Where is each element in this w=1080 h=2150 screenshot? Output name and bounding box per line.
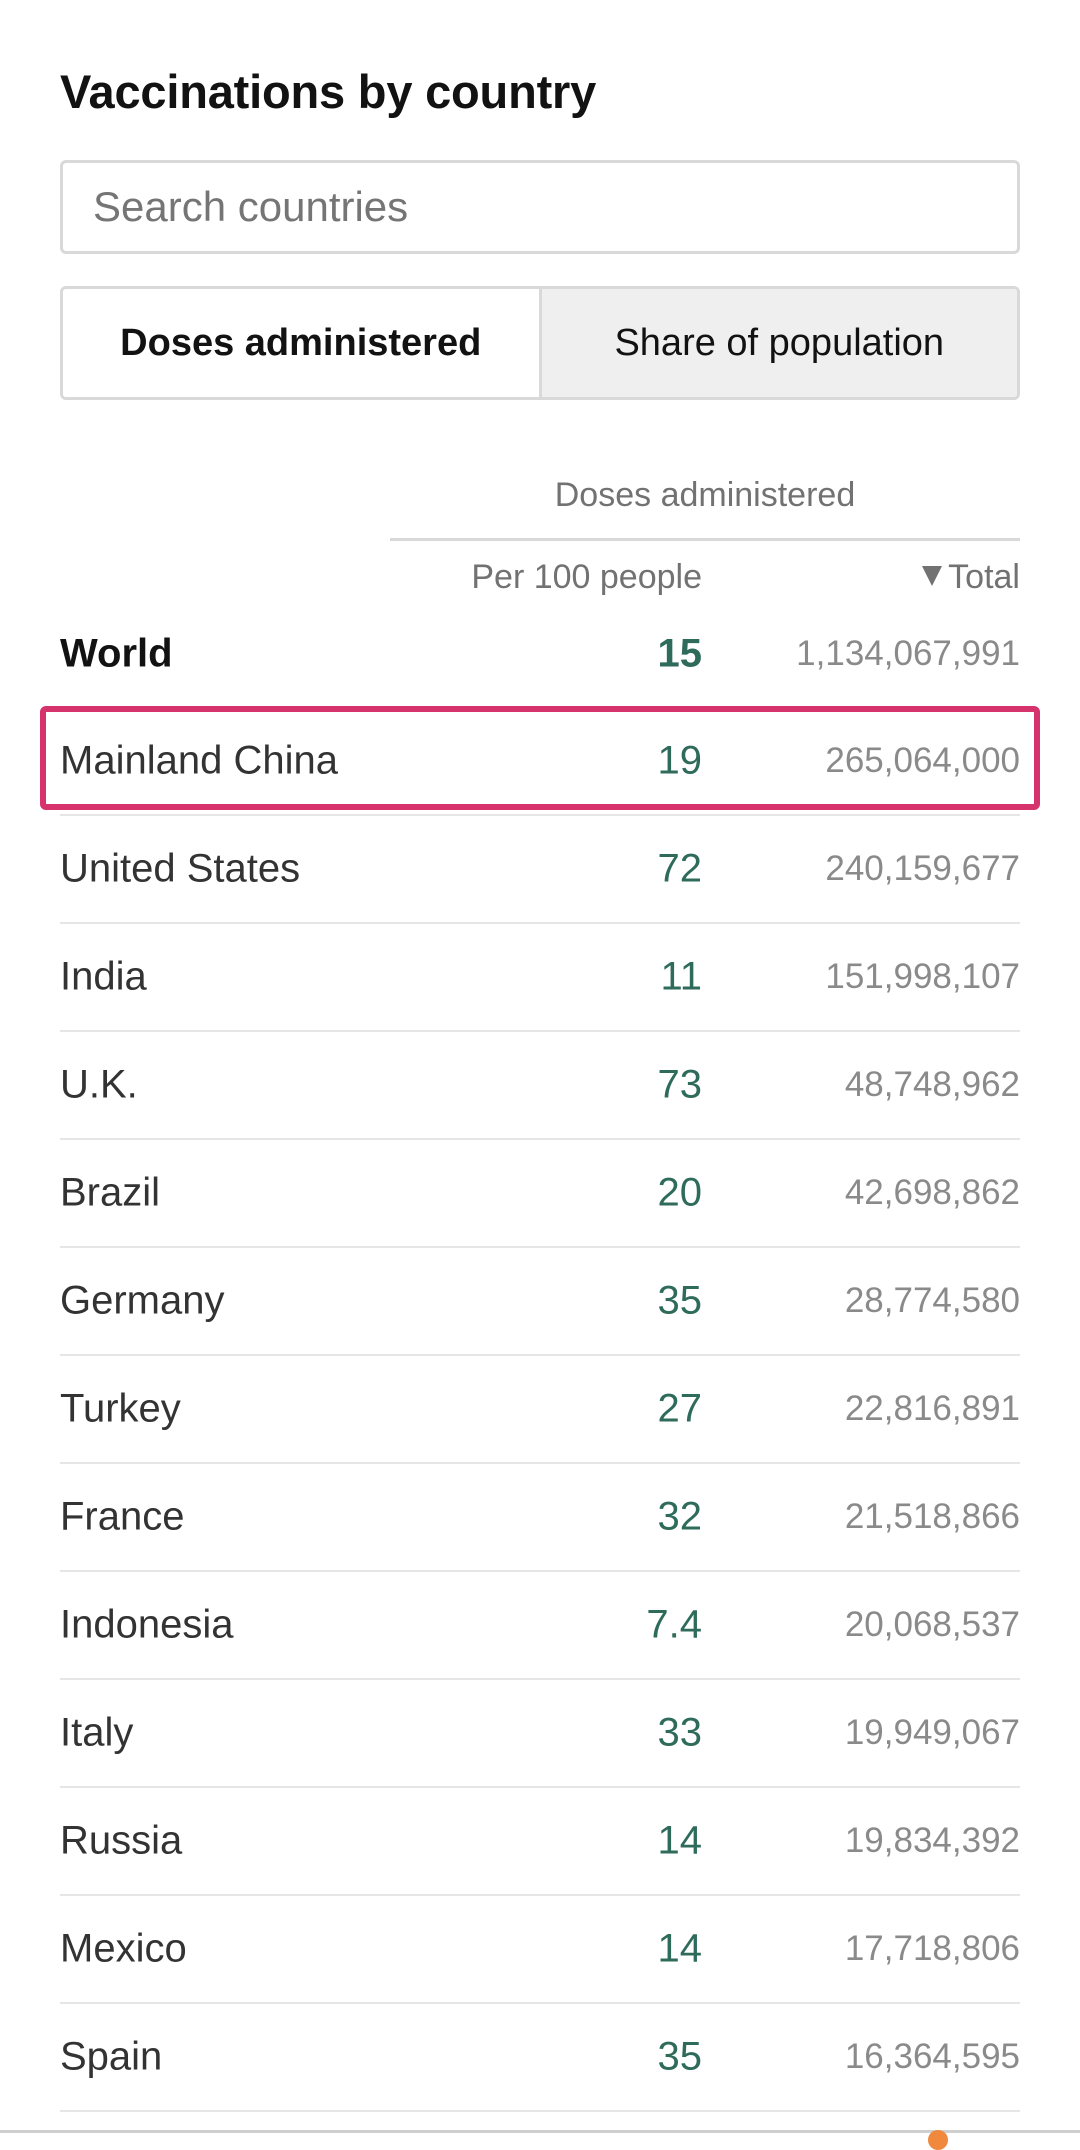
per100-value: 19	[657, 738, 703, 783]
per100-value: 7.4	[646, 1602, 702, 1647]
total-value: 42,698,862	[844, 1173, 1020, 1212]
country-name: Russia	[60, 1818, 183, 1863]
table-row[interactable]: France 32 21,518,866	[60, 1464, 1020, 1572]
per100-value: 72	[657, 846, 703, 891]
total-value: 21,518,866	[844, 1497, 1020, 1536]
world-name: World	[60, 631, 173, 676]
total-value: 265,064,000	[825, 741, 1020, 780]
country-name: India	[60, 954, 147, 999]
world-total: 1,134,067,991	[796, 634, 1020, 673]
country-name: Brazil	[60, 1170, 161, 1215]
country-table: World 15 1,134,067,991 Mainland China 19 2…	[40, 600, 1040, 2112]
table-row[interactable]: Turkey 27 22,816,891	[60, 1356, 1020, 1464]
per100-value: 32	[657, 1494, 703, 1539]
total-value: 22,816,891	[844, 1389, 1020, 1428]
per100-value: 27	[657, 1386, 703, 1431]
total-column-header[interactable]: Total	[720, 558, 1020, 597]
country-name: United States	[60, 846, 301, 891]
table-row[interactable]: Russia 14 19,834,392	[60, 1788, 1020, 1896]
total-value: 151,998,107	[825, 957, 1020, 996]
per100-value: 20	[657, 1170, 703, 1215]
country-name: France	[60, 1494, 185, 1539]
country-name: Italy	[60, 1710, 134, 1755]
world-per100: 15	[657, 631, 703, 676]
per100-value: 11	[660, 954, 702, 999]
total-value: 240,159,677	[825, 849, 1020, 888]
table-row[interactable]: India 11 151,998,107	[60, 924, 1020, 1032]
table-row[interactable]: Indonesia 7.4 20,068,537	[60, 1572, 1020, 1680]
per100-value: 33	[657, 1710, 703, 1755]
metric-toggle: Doses administered Share of population	[60, 286, 1020, 400]
table-row[interactable]: Mexico 14 17,718,806	[60, 1896, 1020, 2004]
total-value: 17,718,806	[844, 1929, 1020, 1968]
country-rows: Mainland China 19 265,064,000 United States…	[60, 708, 1020, 2112]
per-100-column-header[interactable]: Per 100 people	[471, 558, 702, 596]
country-name: Mainland China	[60, 738, 338, 783]
country-name: Germany	[60, 1278, 225, 1323]
search-input[interactable]	[60, 160, 1020, 254]
scroll-indicator-dot	[928, 2130, 948, 2150]
total-column-label: Total	[948, 558, 1020, 596]
total-value: 19,949,067	[844, 1713, 1020, 1752]
group-header-divider	[390, 538, 1020, 541]
total-value: 28,774,580	[844, 1281, 1020, 1320]
doses-group-header: Doses administered	[554, 476, 856, 514]
per100-value: 73	[657, 1062, 703, 1107]
world-row: World 15 1,134,067,991	[60, 600, 1020, 708]
table-row[interactable]: Italy 33 19,949,067	[60, 1680, 1020, 1788]
total-value: 20,068,537	[844, 1605, 1020, 1644]
country-name: Mexico	[60, 1926, 187, 1971]
country-name: U.K.	[60, 1062, 138, 1107]
per100-value: 14	[657, 1926, 703, 1971]
per100-value: 35	[657, 1278, 703, 1323]
doses-administered-button[interactable]: Doses administered	[63, 289, 539, 397]
total-value: 48,748,962	[844, 1065, 1020, 1104]
country-name: Indonesia	[60, 1602, 234, 1647]
total-value: 19,834,392	[844, 1821, 1020, 1860]
table-row[interactable]: U.K. 73 48,748,962	[60, 1032, 1020, 1140]
country-name: Turkey	[60, 1386, 181, 1431]
total-value: 16,364,595	[844, 2037, 1020, 2076]
per100-value: 14	[657, 1818, 703, 1863]
table-row[interactable]: Brazil 20 42,698,862	[60, 1140, 1020, 1248]
table-row[interactable]: United States 72 240,159,677	[60, 816, 1020, 924]
table-row[interactable]: Germany 35 28,774,580	[60, 1248, 1020, 1356]
per100-value: 35	[657, 2034, 703, 2079]
page-title: Vaccinations by country	[60, 65, 597, 118]
share-of-population-button[interactable]: Share of population	[538, 289, 1017, 397]
sort-down-icon	[922, 566, 943, 586]
table-row[interactable]: Mainland China 19 265,064,000	[60, 708, 1020, 816]
bottom-divider	[0, 2130, 1080, 2133]
country-name: Spain	[60, 2034, 163, 2079]
table-row[interactable]: Spain 35 16,364,595	[60, 2004, 1020, 2112]
